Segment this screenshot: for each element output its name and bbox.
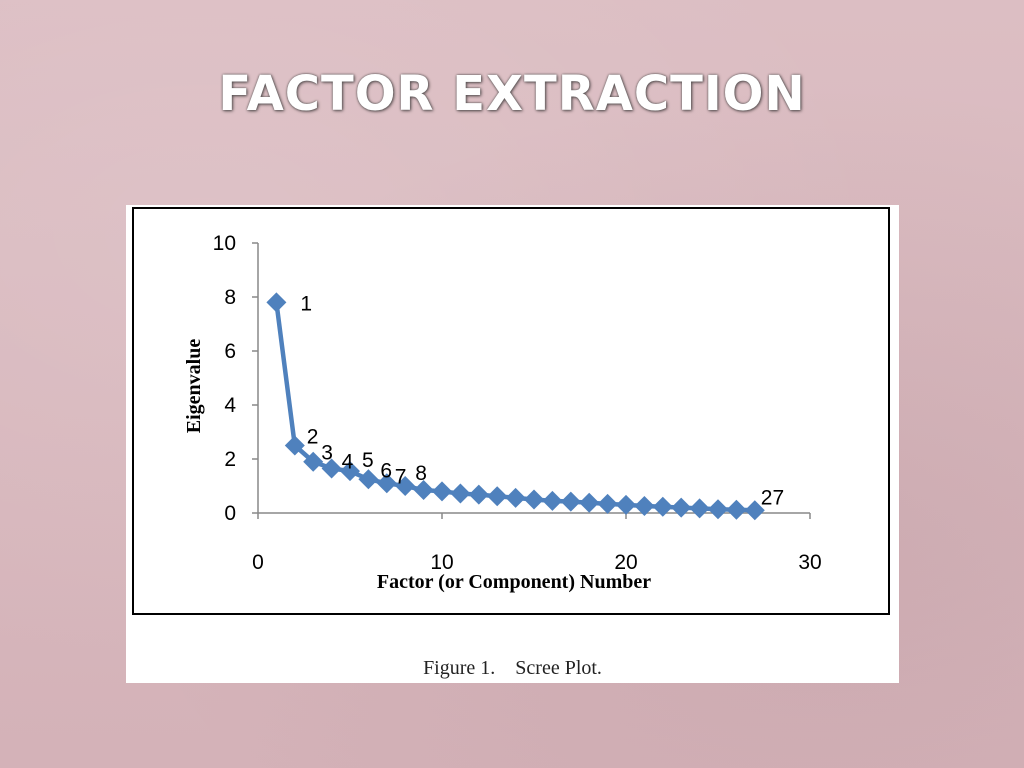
data-point-marker [634,495,655,516]
data-point-marker [266,292,287,313]
data-point-marker [579,492,600,513]
data-label: 5 [362,449,374,472]
data-point-marker [505,487,526,508]
data-point-marker [560,491,581,512]
y-tick-label: 2 [224,448,236,471]
data-point-marker [689,498,710,519]
data-point-marker [358,469,379,490]
data-point-marker [395,476,416,496]
data-point-marker [376,473,397,494]
data-point-marker [744,500,765,521]
data-point-marker [432,481,452,502]
data-label: 7 [395,465,407,488]
chart-frame: 0 2 4 6 8 10 0 10 20 30 1 2 3 4 5 6 7 8 27 Factor (or Com… [132,207,890,615]
data-point-marker [652,496,673,517]
x-tick-label: 20 [614,551,637,574]
y-tick-label: 8 [224,286,236,309]
data-point-marker [671,497,692,518]
data-label: 27 [761,486,784,509]
data-point-marker [321,458,342,479]
y-tick-label: 4 [224,394,236,417]
data-label: 3 [321,442,333,465]
y-tick-label: 6 [224,340,236,363]
x-axis-label: Factor (or Component) Number [377,571,651,593]
data-point-marker [468,484,489,505]
data-point-marker [726,499,747,520]
x-tick-label: 0 [252,551,264,574]
data-point-marker [616,494,636,515]
x-tick-label: 30 [798,551,821,574]
data-point-marker [487,486,508,507]
data-point-marker [450,483,471,504]
y-tick-label: 0 [224,502,236,525]
data-point-marker [542,490,563,511]
data-point-marker [597,493,618,514]
figure-caption: Figure 1. Scree Plot. [423,657,602,679]
data-label: 6 [380,459,392,482]
data-label: 2 [307,426,319,449]
y-tick-label: 10 [213,232,236,255]
figure-card: 0 2 4 6 8 10 0 10 20 30 1 2 3 4 5 6 7 8 27 Factor (or Com… [126,205,899,683]
slide-title: FACTOR EXTRACTION [218,66,806,122]
data-point-marker [413,480,434,501]
data-point-marker [303,451,324,472]
data-point-marker [708,499,728,520]
data-point-marker [524,489,544,510]
data-label: 1 [300,292,312,315]
series-markers [266,292,765,521]
data-point-marker [340,461,360,482]
x-tick-label: 10 [430,551,453,574]
data-labels: 1 23 4 5 6 7 8 27 [300,292,784,509]
data-label: 4 [342,450,354,473]
data-label: 8 [415,462,427,485]
data-point-marker [284,435,305,456]
y-axis-label: Eigenvalue [183,339,205,434]
